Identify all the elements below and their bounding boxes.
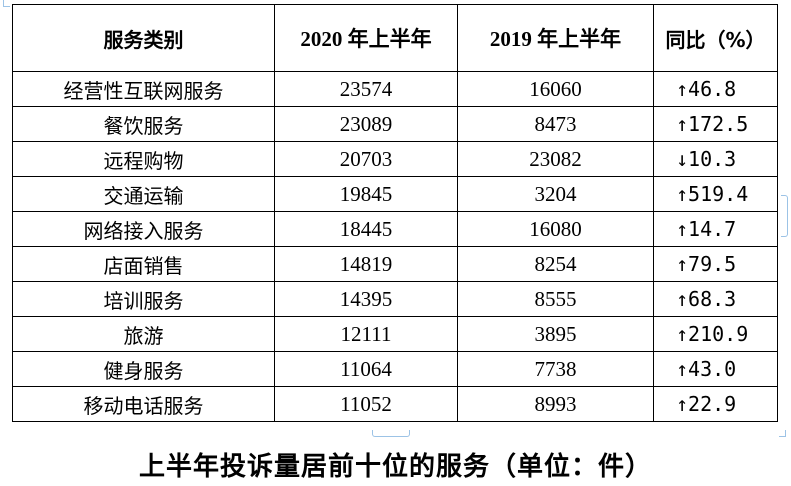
cell-2019: 8473 [457, 106, 654, 142]
cell-category: 网络接入服务 [12, 211, 275, 247]
cell-yoy: ↑43.0 [653, 351, 778, 387]
header-yoy: 同比（%） [653, 4, 778, 72]
cell-yoy: ↓10.3 [653, 141, 778, 177]
table-resize-handle-bottom[interactable] [372, 430, 410, 437]
cell-category: 交通运输 [12, 176, 275, 212]
cell-yoy: ↑519.4 [653, 176, 778, 212]
table-row: 远程购物 20703 23082 ↓10.3 [12, 141, 778, 177]
cell-category: 移动电话服务 [12, 386, 275, 422]
cell-yoy: ↑14.7 [653, 211, 778, 247]
cell-2020: 23574 [274, 71, 458, 107]
cell-2020: 20703 [274, 141, 458, 177]
cell-2019: 16060 [457, 71, 654, 107]
cell-category: 店面销售 [12, 246, 275, 282]
cell-category: 健身服务 [12, 351, 275, 387]
cell-2020: 18445 [274, 211, 458, 247]
cell-yoy: ↑172.5 [653, 106, 778, 142]
cell-yoy: ↑22.9 [653, 386, 778, 422]
cell-yoy: ↑68.3 [653, 281, 778, 317]
table-row: 交通运输 19845 3204 ↑519.4 [12, 176, 778, 212]
table-row: 培训服务 14395 8555 ↑68.3 [12, 281, 778, 317]
complaints-table: 服务类别 2020 年上半年 2019 年上半年 同比（%） 经营性互联网服务 … [12, 4, 778, 422]
complaints-table-container: 服务类别 2020 年上半年 2019 年上半年 同比（%） 经营性互联网服务 … [12, 4, 778, 422]
cell-2019: 16080 [457, 211, 654, 247]
selection-corner-mark [3, 0, 10, 7]
table-row: 旅游 12111 3895 ↑210.9 [12, 316, 778, 352]
cell-category: 旅游 [12, 316, 275, 352]
table-row: 餐饮服务 23089 8473 ↑172.5 [12, 106, 778, 142]
cell-2019: 8555 [457, 281, 654, 317]
table-row: 经营性互联网服务 23574 16060 ↑46.8 [12, 71, 778, 107]
table-resize-handle-right[interactable] [781, 195, 788, 237]
cell-category: 餐饮服务 [12, 106, 275, 142]
table-row: 移动电话服务 11052 8993 ↑22.9 [12, 386, 778, 422]
header-2020: 2020 年上半年 [274, 4, 458, 72]
header-2019: 2019 年上半年 [457, 4, 654, 72]
cell-yoy: ↑210.9 [653, 316, 778, 352]
table-caption: 上半年投诉量居前十位的服务（单位：件） [138, 452, 652, 482]
cell-2020: 23089 [274, 106, 458, 142]
header-category: 服务类别 [12, 4, 275, 72]
table-body: 经营性互联网服务 23574 16060 ↑46.8 餐饮服务 23089 84… [12, 71, 778, 422]
cell-2019: 8254 [457, 246, 654, 282]
table-row: 网络接入服务 18445 16080 ↑14.7 [12, 211, 778, 247]
cell-category: 远程购物 [12, 141, 275, 177]
table-row: 健身服务 11064 7738 ↑43.0 [12, 351, 778, 387]
cell-yoy: ↑46.8 [653, 71, 778, 107]
cell-2019: 23082 [457, 141, 654, 177]
cell-2020: 12111 [274, 316, 458, 352]
cell-2020: 14819 [274, 246, 458, 282]
cell-2020: 11052 [274, 386, 458, 422]
cell-2019: 7738 [457, 351, 654, 387]
cell-2019: 3204 [457, 176, 654, 212]
cell-2020: 11064 [274, 351, 458, 387]
table-corner-resize-handle[interactable] [779, 430, 786, 437]
table-row: 店面销售 14819 8254 ↑79.5 [12, 246, 778, 282]
cell-2020: 14395 [274, 281, 458, 317]
table-header-row: 服务类别 2020 年上半年 2019 年上半年 同比（%） [12, 4, 778, 72]
cell-2020: 19845 [274, 176, 458, 212]
cell-yoy: ↑79.5 [653, 246, 778, 282]
cell-2019: 3895 [457, 316, 654, 352]
cell-category: 培训服务 [12, 281, 275, 317]
cell-category: 经营性互联网服务 [12, 71, 275, 107]
cell-2019: 8993 [457, 386, 654, 422]
